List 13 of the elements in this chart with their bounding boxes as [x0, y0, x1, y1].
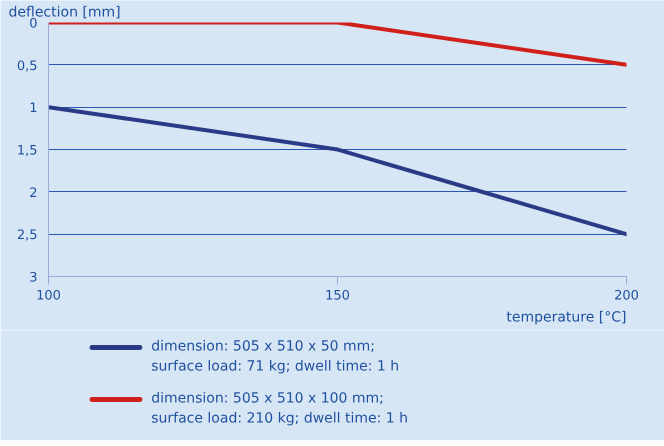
- y-tick-label: 0: [29, 16, 38, 32]
- y-tick-label: 0,5: [16, 58, 38, 74]
- y-tick-label: 1: [29, 101, 38, 116]
- x-tick-label: 200: [614, 288, 639, 304]
- x-tick-label: 100: [36, 288, 61, 304]
- y-tick-label: 2: [29, 186, 38, 201]
- y-tick-label: 3: [29, 270, 38, 286]
- legend-label: dimension: 505 x 510 x 50 mm; surface load: 71 kg; dwell time: 1 h: [151, 338, 400, 374]
- x-axis-title: temperature [°C]: [506, 310, 627, 326]
- legend-label: dimension: 505 x 510 x 100 mm; surface load: 210 kg; dwell time: 1 h: [151, 390, 408, 426]
- y-tick-label: 2,5: [16, 228, 38, 244]
- y-tick-label: 1,5: [16, 144, 38, 158]
- x-tick-label: 150: [325, 288, 350, 304]
